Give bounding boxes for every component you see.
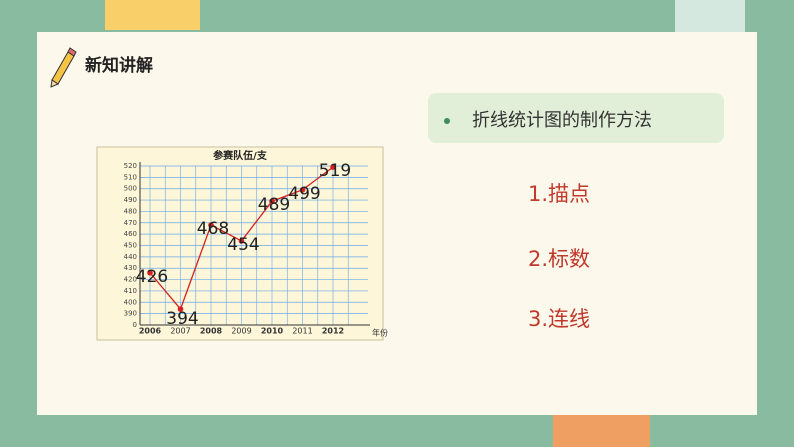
point <box>330 164 336 170</box>
y-tick-label: 430 <box>124 264 137 272</box>
y-tick-label: 420 <box>124 276 137 284</box>
y-tick-label: 450 <box>124 242 137 250</box>
step: 3.连线 <box>528 307 590 331</box>
tab <box>105 0 200 30</box>
y-tick-label: 390 <box>124 310 137 318</box>
y-tick-label: 410 <box>124 287 137 295</box>
tab <box>553 412 650 447</box>
x-tick-label: 2011 <box>292 327 312 336</box>
data-label: 426 <box>136 267 168 287</box>
y-tick-label: 440 <box>124 253 137 261</box>
point <box>208 222 214 228</box>
y-tick-label: 510 <box>124 173 137 181</box>
y-tick-label: 490 <box>124 196 137 204</box>
point <box>238 238 245 244</box>
x-tick-label: 2006 <box>139 327 162 336</box>
y-tick-label: 0 <box>133 321 137 329</box>
data-label: 499 <box>288 184 320 204</box>
slide-title: 新知讲解 <box>85 55 153 76</box>
point <box>269 198 275 205</box>
point <box>299 187 306 193</box>
point <box>147 269 153 276</box>
data-label: 489 <box>258 195 290 215</box>
y-tick-label: 480 <box>124 207 137 215</box>
data-label: 468 <box>197 219 229 239</box>
data-label: 519 <box>319 161 351 181</box>
chart-frame <box>96 146 384 341</box>
chart-title: 参赛队伍/支 <box>213 149 268 162</box>
bullet-dot <box>444 118 450 124</box>
bullet-text: 折线统计图的制作方法 <box>472 110 652 131</box>
point <box>177 306 184 312</box>
y-tick-label: 500 <box>124 185 137 193</box>
x-tick-label: 2009 <box>231 327 251 336</box>
step: 1.描点 <box>528 182 590 206</box>
y-tick-label: 470 <box>124 219 137 227</box>
bullet-box <box>428 93 724 143</box>
x-axis-label: 年份 <box>372 328 388 338</box>
data-label: 454 <box>227 235 259 255</box>
y-tick-label: 520 <box>124 162 137 170</box>
y-tick-label: 460 <box>124 230 137 238</box>
data-label: 394 <box>166 309 198 329</box>
x-tick-label: 2010 <box>261 327 284 336</box>
y-tick-label: 400 <box>124 298 137 306</box>
x-tick-label: 2007 <box>170 327 190 336</box>
x-tick-label: 2008 <box>200 327 223 336</box>
x-tick-label: 2012 <box>322 327 344 336</box>
step: 2.标数 <box>528 247 590 271</box>
tab <box>675 0 745 32</box>
pencil-icon <box>50 47 77 88</box>
